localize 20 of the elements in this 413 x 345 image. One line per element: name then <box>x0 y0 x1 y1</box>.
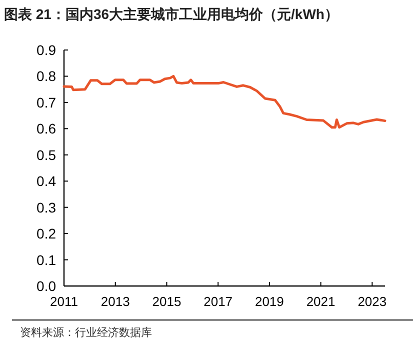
x-tick-label: 2011 <box>50 294 78 309</box>
y-tick-label: 0.9 <box>36 42 56 58</box>
y-tick-label: 0.2 <box>36 226 56 242</box>
x-tick-label: 2023 <box>358 294 387 309</box>
y-tick-label: 0.7 <box>36 94 56 110</box>
x-tick-label: 2017 <box>204 294 233 309</box>
x-tick-label: 2013 <box>100 294 130 309</box>
y-tick-label: 0.3 <box>36 199 56 216</box>
y-tick-label: 0.0 <box>36 278 56 294</box>
x-tick-label: 2015 <box>152 294 182 309</box>
x-tick-label: 2021 <box>306 294 336 309</box>
y-tick-label: 0.8 <box>36 68 56 84</box>
line-series <box>62 74 386 129</box>
y-tick-label: 0.1 <box>36 252 56 268</box>
text: 资料来源：行业经济数据库 <box>20 326 152 339</box>
chart-title: 图表 21：国内36大主要城市工业用电均价（元/kWh） <box>4 6 338 22</box>
y-tick-label: 0.5 <box>36 146 56 163</box>
x-tick-label: 2019 <box>254 294 284 309</box>
y-tick-label: 0.4 <box>36 173 56 190</box>
y-tick-label: 0.6 <box>36 120 56 137</box>
